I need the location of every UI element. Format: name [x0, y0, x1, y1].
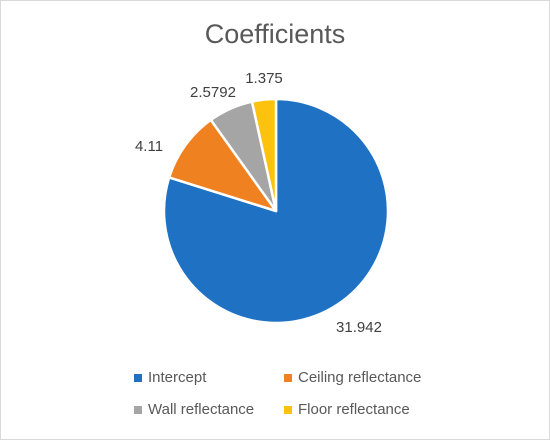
pie-slice-ceiling-reflectance	[167, 118, 278, 213]
data-label-wall-reflectance: 2.5792	[190, 84, 236, 101]
data-label-floor-reflectance: 1.375	[245, 70, 283, 87]
data-label-ceiling-reflectance: 4.11	[135, 138, 163, 155]
pie-slice-intercept	[162, 97, 390, 325]
pie-slice-floor-reflectance	[250, 97, 278, 213]
chart-title: Coefficients	[204, 19, 346, 49]
data-label-intercept: 31.942	[336, 319, 382, 336]
